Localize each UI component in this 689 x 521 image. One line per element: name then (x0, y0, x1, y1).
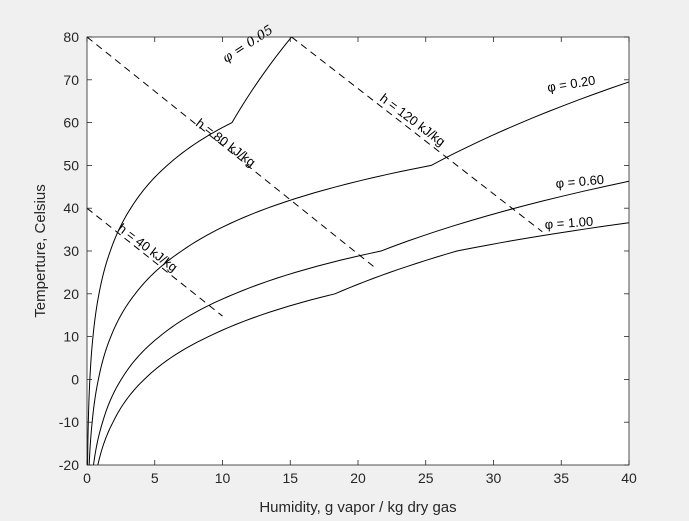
y-tick-label: 50 (63, 157, 79, 173)
y-tick-label: 10 (63, 329, 79, 345)
y-tick-label: -10 (59, 414, 79, 430)
series-line-6 (291, 36, 543, 233)
x-tick-label: 35 (553, 470, 569, 486)
plot-lines (86, 36, 630, 466)
series-line-2 (93, 180, 630, 466)
x-axis-label: Humidity, g vapor / kg dry gas (259, 499, 456, 516)
x-tick-label: 25 (418, 470, 434, 486)
x-axis-ticks: 0 5 10 15 20 25 30 35 40 (83, 37, 637, 486)
y-tick-label: 70 (63, 72, 79, 88)
y-tick-label: 0 (71, 371, 79, 387)
label-phi-100: φ = 1.00 (544, 214, 593, 232)
y-tick-label: 60 (63, 115, 79, 131)
y-axis-ticks: -20 -10 0 10 20 30 40 50 60 70 80 (59, 29, 629, 473)
y-axis-label: Temperture, Celsius (32, 184, 49, 317)
y-tick-label: 20 (63, 286, 79, 302)
y-tick-label: 40 (63, 200, 79, 216)
x-tick-label: 30 (486, 470, 502, 486)
x-tick-label: 10 (215, 470, 231, 486)
y-tick-label: 30 (63, 243, 79, 259)
series-line-3 (97, 222, 630, 466)
series-line-1 (88, 81, 630, 466)
series-line-4 (86, 207, 223, 317)
x-tick-label: 20 (350, 470, 366, 486)
x-tick-label: 0 (83, 470, 91, 486)
y-tick-label: -20 (59, 457, 79, 473)
x-tick-label: 5 (151, 470, 159, 486)
series-line-0 (87, 36, 292, 466)
series-line-5 (86, 36, 376, 269)
x-tick-label: 15 (282, 470, 298, 486)
x-tick-label: 40 (621, 470, 637, 486)
y-tick-label: 80 (63, 29, 79, 45)
label-phi-060: φ = 0.60 (555, 172, 605, 191)
axes-background (87, 37, 629, 465)
